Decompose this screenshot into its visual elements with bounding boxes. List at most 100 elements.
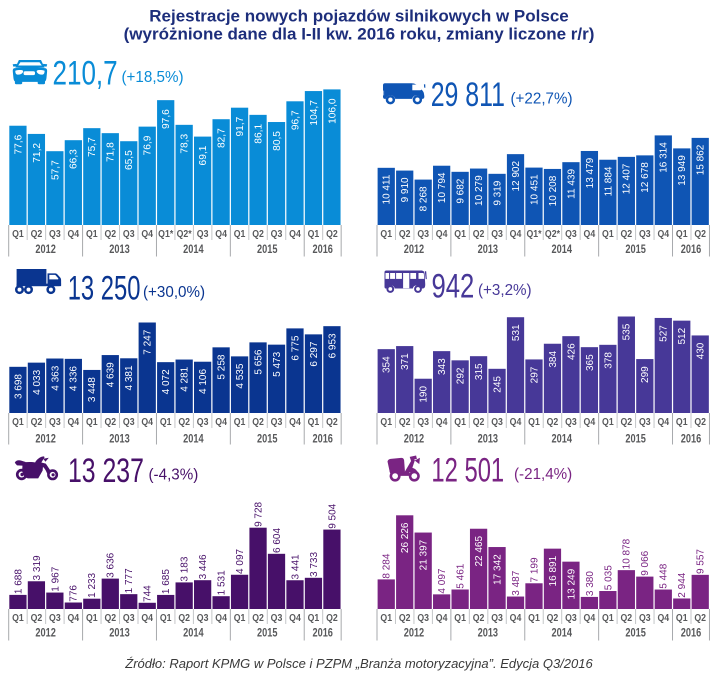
svg-text:10 878: 10 878 bbox=[622, 538, 633, 569]
svg-text:2015: 2015 bbox=[257, 432, 278, 445]
svg-text:12 407: 12 407 bbox=[622, 163, 633, 194]
svg-text:3 446: 3 446 bbox=[198, 554, 209, 579]
svg-text:Q1: Q1 bbox=[308, 228, 320, 240]
svg-text:430: 430 bbox=[696, 342, 707, 359]
svg-text:Q1: Q1 bbox=[234, 228, 246, 240]
svg-text:2016: 2016 bbox=[312, 626, 333, 639]
svg-text:(+22,7%): (+22,7%) bbox=[511, 90, 573, 107]
svg-text:343: 343 bbox=[437, 358, 448, 375]
svg-text:Q1: Q1 bbox=[676, 416, 688, 428]
svg-text:Q2*: Q2* bbox=[177, 228, 192, 240]
svg-text:Q2: Q2 bbox=[326, 228, 338, 240]
svg-text:210,7: 210,7 bbox=[53, 55, 118, 92]
svg-text:1 685: 1 685 bbox=[161, 569, 172, 594]
svg-text:13 237: 13 237 bbox=[68, 452, 144, 490]
svg-text:299: 299 bbox=[640, 366, 651, 383]
svg-text:2014: 2014 bbox=[551, 432, 572, 445]
svg-text:Q4: Q4 bbox=[68, 612, 80, 624]
svg-text:2 944: 2 944 bbox=[677, 572, 688, 597]
svg-text:Q4: Q4 bbox=[68, 416, 80, 428]
svg-text:2012: 2012 bbox=[35, 243, 56, 256]
svg-text:Q2: Q2 bbox=[547, 612, 559, 624]
svg-text:6 604: 6 604 bbox=[272, 528, 283, 553]
svg-text:Q3: Q3 bbox=[491, 612, 503, 624]
svg-text:4 535: 4 535 bbox=[235, 363, 246, 388]
svg-text:10 208: 10 208 bbox=[548, 175, 559, 206]
svg-text:Q1: Q1 bbox=[528, 612, 540, 624]
svg-text:4 336: 4 336 bbox=[69, 366, 80, 391]
svg-text:Q1: Q1 bbox=[602, 416, 614, 428]
svg-text:Q4: Q4 bbox=[584, 416, 596, 428]
svg-text:3 636: 3 636 bbox=[106, 552, 117, 577]
svg-text:Q1: Q1 bbox=[308, 612, 320, 624]
svg-text:3 448: 3 448 bbox=[87, 377, 98, 402]
svg-text:Q2: Q2 bbox=[694, 612, 706, 624]
svg-text:1 688: 1 688 bbox=[13, 569, 24, 594]
svg-text:Q4: Q4 bbox=[657, 612, 669, 624]
svg-text:426: 426 bbox=[566, 343, 577, 360]
svg-text:Q1: Q1 bbox=[602, 612, 614, 624]
svg-text:(+30,0%): (+30,0%) bbox=[143, 284, 205, 301]
svg-text:354: 354 bbox=[382, 356, 393, 373]
svg-text:1 777: 1 777 bbox=[124, 568, 135, 593]
svg-text:Q1: Q1 bbox=[528, 416, 540, 428]
svg-text:3 733: 3 733 bbox=[309, 552, 320, 577]
svg-text:Q1: Q1 bbox=[676, 228, 688, 240]
svg-text:Q2: Q2 bbox=[399, 228, 411, 240]
svg-text:Q3: Q3 bbox=[417, 228, 429, 240]
svg-text:Q2: Q2 bbox=[473, 416, 485, 428]
svg-text:Q2: Q2 bbox=[31, 228, 43, 240]
svg-text:245: 245 bbox=[492, 376, 503, 393]
svg-text:Q1*: Q1* bbox=[526, 228, 541, 240]
svg-text:190: 190 bbox=[419, 385, 430, 402]
svg-text:Q2: Q2 bbox=[326, 612, 338, 624]
svg-text:Q2: Q2 bbox=[547, 416, 559, 428]
svg-text:Q3: Q3 bbox=[417, 416, 429, 428]
svg-text:Q1: Q1 bbox=[12, 416, 24, 428]
svg-text:Q3: Q3 bbox=[565, 612, 577, 624]
svg-text:Q2: Q2 bbox=[31, 416, 43, 428]
svg-text:Q3: Q3 bbox=[49, 228, 61, 240]
svg-text:Q3: Q3 bbox=[565, 416, 577, 428]
svg-text:3 319: 3 319 bbox=[32, 555, 43, 580]
svg-text:2014: 2014 bbox=[183, 432, 204, 445]
svg-text:Q1: Q1 bbox=[86, 416, 98, 428]
svg-text:Q1: Q1 bbox=[380, 228, 392, 240]
svg-text:78,3: 78,3 bbox=[180, 134, 191, 154]
svg-text:2016: 2016 bbox=[681, 243, 702, 256]
svg-text:9 557: 9 557 bbox=[696, 549, 707, 574]
svg-text:2013: 2013 bbox=[478, 626, 499, 639]
svg-text:8 284: 8 284 bbox=[382, 553, 393, 578]
svg-text:Q1: Q1 bbox=[454, 416, 466, 428]
svg-text:2012: 2012 bbox=[404, 432, 425, 445]
svg-text:2016: 2016 bbox=[681, 432, 702, 445]
svg-text:10 794: 10 794 bbox=[437, 172, 448, 203]
svg-text:3 380: 3 380 bbox=[585, 571, 596, 596]
svg-text:26 226: 26 226 bbox=[400, 522, 411, 553]
svg-text:2013: 2013 bbox=[109, 432, 130, 445]
svg-text:57,7: 57,7 bbox=[50, 160, 61, 180]
svg-text:80,5: 80,5 bbox=[272, 131, 283, 151]
svg-text:6 953: 6 953 bbox=[327, 333, 338, 358]
svg-text:Q3: Q3 bbox=[271, 228, 283, 240]
svg-text:365: 365 bbox=[585, 354, 596, 371]
svg-text:7 247: 7 247 bbox=[143, 329, 154, 354]
svg-text:2013: 2013 bbox=[478, 243, 499, 256]
svg-text:Q4: Q4 bbox=[584, 228, 596, 240]
svg-text:12 678: 12 678 bbox=[640, 162, 651, 193]
svg-text:Q2: Q2 bbox=[326, 416, 338, 428]
svg-text:Q2: Q2 bbox=[621, 228, 633, 240]
svg-text:106,0: 106,0 bbox=[327, 98, 338, 124]
svg-text:96,7: 96,7 bbox=[290, 110, 301, 130]
svg-text:Q3: Q3 bbox=[197, 416, 209, 428]
svg-text:Q4: Q4 bbox=[657, 228, 669, 240]
svg-text:2015: 2015 bbox=[257, 626, 278, 639]
svg-text:3 183: 3 183 bbox=[180, 556, 191, 581]
svg-text:4 639: 4 639 bbox=[106, 362, 117, 387]
svg-text:Q1: Q1 bbox=[380, 612, 392, 624]
svg-text:5 035: 5 035 bbox=[603, 565, 614, 590]
svg-text:1 233: 1 233 bbox=[87, 572, 98, 597]
svg-text:Q4: Q4 bbox=[510, 612, 522, 624]
svg-text:Q3: Q3 bbox=[417, 612, 429, 624]
svg-text:Q3: Q3 bbox=[197, 228, 209, 240]
